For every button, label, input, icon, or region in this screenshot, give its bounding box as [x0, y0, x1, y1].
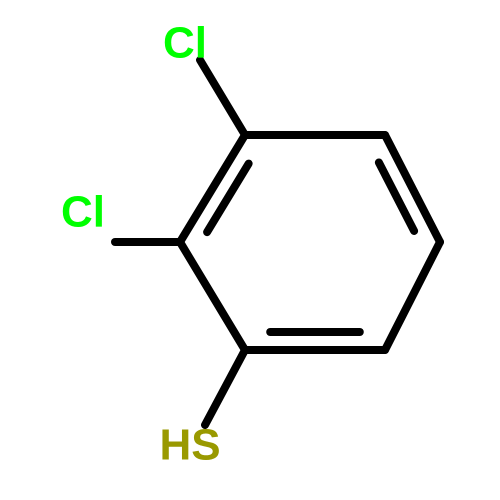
ring-double-bond [207, 164, 249, 232]
Cl_top-label: Cl [163, 19, 207, 68]
ring-bond [385, 242, 440, 350]
molecule-diagram: Cl Cl HS [0, 0, 500, 500]
ring-bond [180, 242, 245, 350]
SH-label: HS [159, 421, 220, 470]
substituent-bond [205, 350, 245, 425]
Cl_left-label: Cl [61, 188, 105, 237]
substituent-bond [200, 60, 245, 135]
